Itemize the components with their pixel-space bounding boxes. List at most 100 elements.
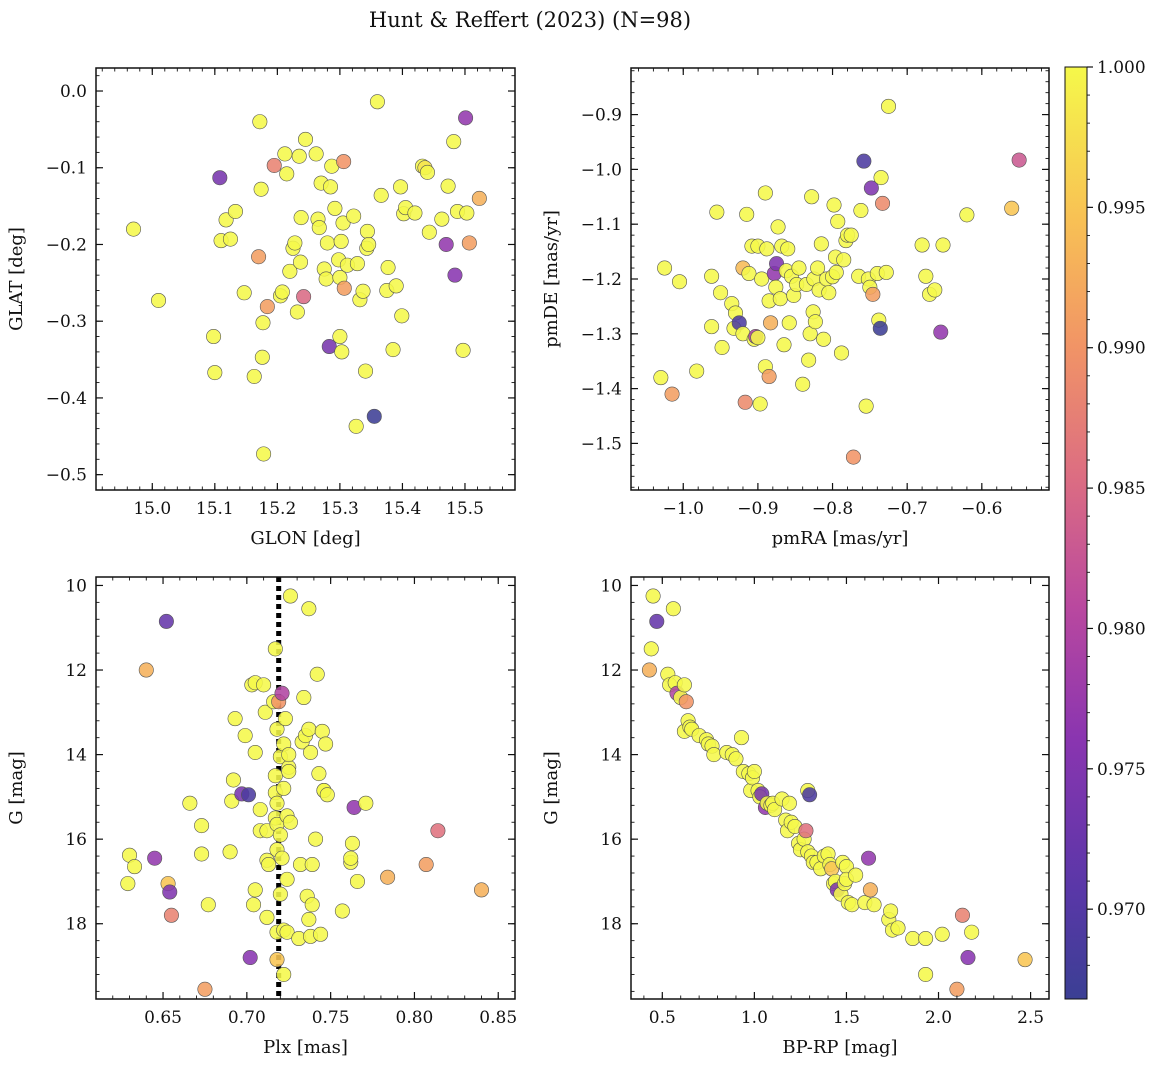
data-point <box>318 736 334 752</box>
data-point <box>763 315 779 331</box>
data-point <box>421 224 437 240</box>
x-tick-label: −0.6 <box>961 499 1002 519</box>
y-axis-label: G [mag] <box>6 751 27 824</box>
data-point <box>292 254 308 270</box>
data-point <box>218 212 234 228</box>
data-point <box>833 345 849 361</box>
data-point <box>301 601 317 617</box>
data-point <box>759 241 775 257</box>
data-point <box>866 897 882 913</box>
data-point <box>197 981 213 997</box>
data-point <box>343 850 359 866</box>
data-point <box>336 154 352 170</box>
data-point <box>881 98 897 114</box>
data-point <box>319 787 335 803</box>
data-point <box>369 94 385 110</box>
data-point <box>438 236 454 252</box>
data-point <box>344 835 360 851</box>
data-point <box>227 203 243 219</box>
data-point <box>358 795 374 811</box>
data-point <box>301 721 317 737</box>
data-point <box>282 263 298 279</box>
data-point <box>801 352 817 368</box>
data-point <box>964 924 980 940</box>
data-point <box>861 850 877 866</box>
data-point <box>959 207 975 223</box>
data-point <box>960 950 976 966</box>
figure-title: Hunt & Reffert (2023) (N=98) <box>369 8 691 32</box>
data-point <box>704 268 720 284</box>
data-point <box>267 768 283 784</box>
data-point <box>672 274 688 290</box>
colorbar-tick-label: 0.985 <box>1097 479 1146 499</box>
data-point <box>440 178 456 194</box>
data-point <box>795 376 811 392</box>
x-axis-label: BP-RP [mag] <box>782 1037 897 1058</box>
y-tick-label: −0.2 <box>46 235 87 255</box>
x-tick-label: 0.5 <box>649 1008 676 1028</box>
colorbar-tick-label: 0.990 <box>1097 339 1146 359</box>
data-point <box>252 802 268 818</box>
y-tick-label: −0.1 <box>46 159 87 179</box>
data-point <box>856 153 872 169</box>
data-point <box>212 170 228 186</box>
data-point <box>272 886 288 902</box>
data-point <box>746 764 762 780</box>
data-point <box>257 704 273 720</box>
data-point <box>276 780 292 796</box>
data-point <box>279 166 295 182</box>
data-point <box>657 260 673 276</box>
data-point <box>308 831 324 847</box>
data-point <box>676 677 692 693</box>
data-point <box>750 330 766 346</box>
data-point <box>807 314 823 330</box>
x-tick-label: 15.0 <box>133 499 171 519</box>
data-point <box>776 337 792 353</box>
data-point <box>289 304 305 320</box>
data-point <box>336 280 352 296</box>
data-point <box>151 292 167 308</box>
data-point <box>246 897 262 913</box>
data-point <box>359 223 375 239</box>
data-point <box>309 666 325 682</box>
data-point <box>237 728 253 744</box>
data-point <box>276 966 292 982</box>
x-tick-label: −0.7 <box>887 499 928 519</box>
y-tick-label: 14 <box>600 746 622 766</box>
data-point <box>770 219 786 235</box>
data-point <box>649 613 665 629</box>
data-point <box>918 966 934 982</box>
data-point <box>830 213 846 229</box>
data-point <box>761 369 777 385</box>
data-point <box>321 339 337 355</box>
y-tick-label: −1.2 <box>581 270 622 290</box>
data-point <box>327 200 343 216</box>
data-point <box>246 368 262 384</box>
data-point <box>780 241 796 257</box>
data-point <box>127 859 143 875</box>
data-point <box>739 206 755 222</box>
data-point <box>261 857 277 873</box>
x-tick-label: 15.3 <box>321 499 359 519</box>
data-point <box>704 319 720 335</box>
x-tick-label: 15.4 <box>384 499 422 519</box>
y-tick-label: 18 <box>65 915 87 935</box>
y-tick-label: 12 <box>600 661 622 681</box>
x-tick-label: −1.0 <box>663 499 704 519</box>
data-point <box>308 146 324 162</box>
data-point <box>754 271 770 287</box>
data-point <box>247 882 263 898</box>
data-point <box>828 264 844 280</box>
data-point <box>418 857 434 873</box>
data-point <box>281 764 297 780</box>
y-tick-label: −0.9 <box>581 106 622 126</box>
y-tick-label: 10 <box>65 576 87 596</box>
data-point <box>385 342 401 358</box>
data-point <box>459 205 475 221</box>
data-point <box>836 252 852 268</box>
data-point <box>349 256 365 272</box>
data-point <box>346 208 362 224</box>
data-point <box>935 237 951 253</box>
data-point <box>267 641 283 657</box>
panel-glon-glat: 15.0 15.1 15.2 15.3 15.4 15.5 0.0 −0.1 −0.2 −0.3 −… <box>6 67 516 549</box>
